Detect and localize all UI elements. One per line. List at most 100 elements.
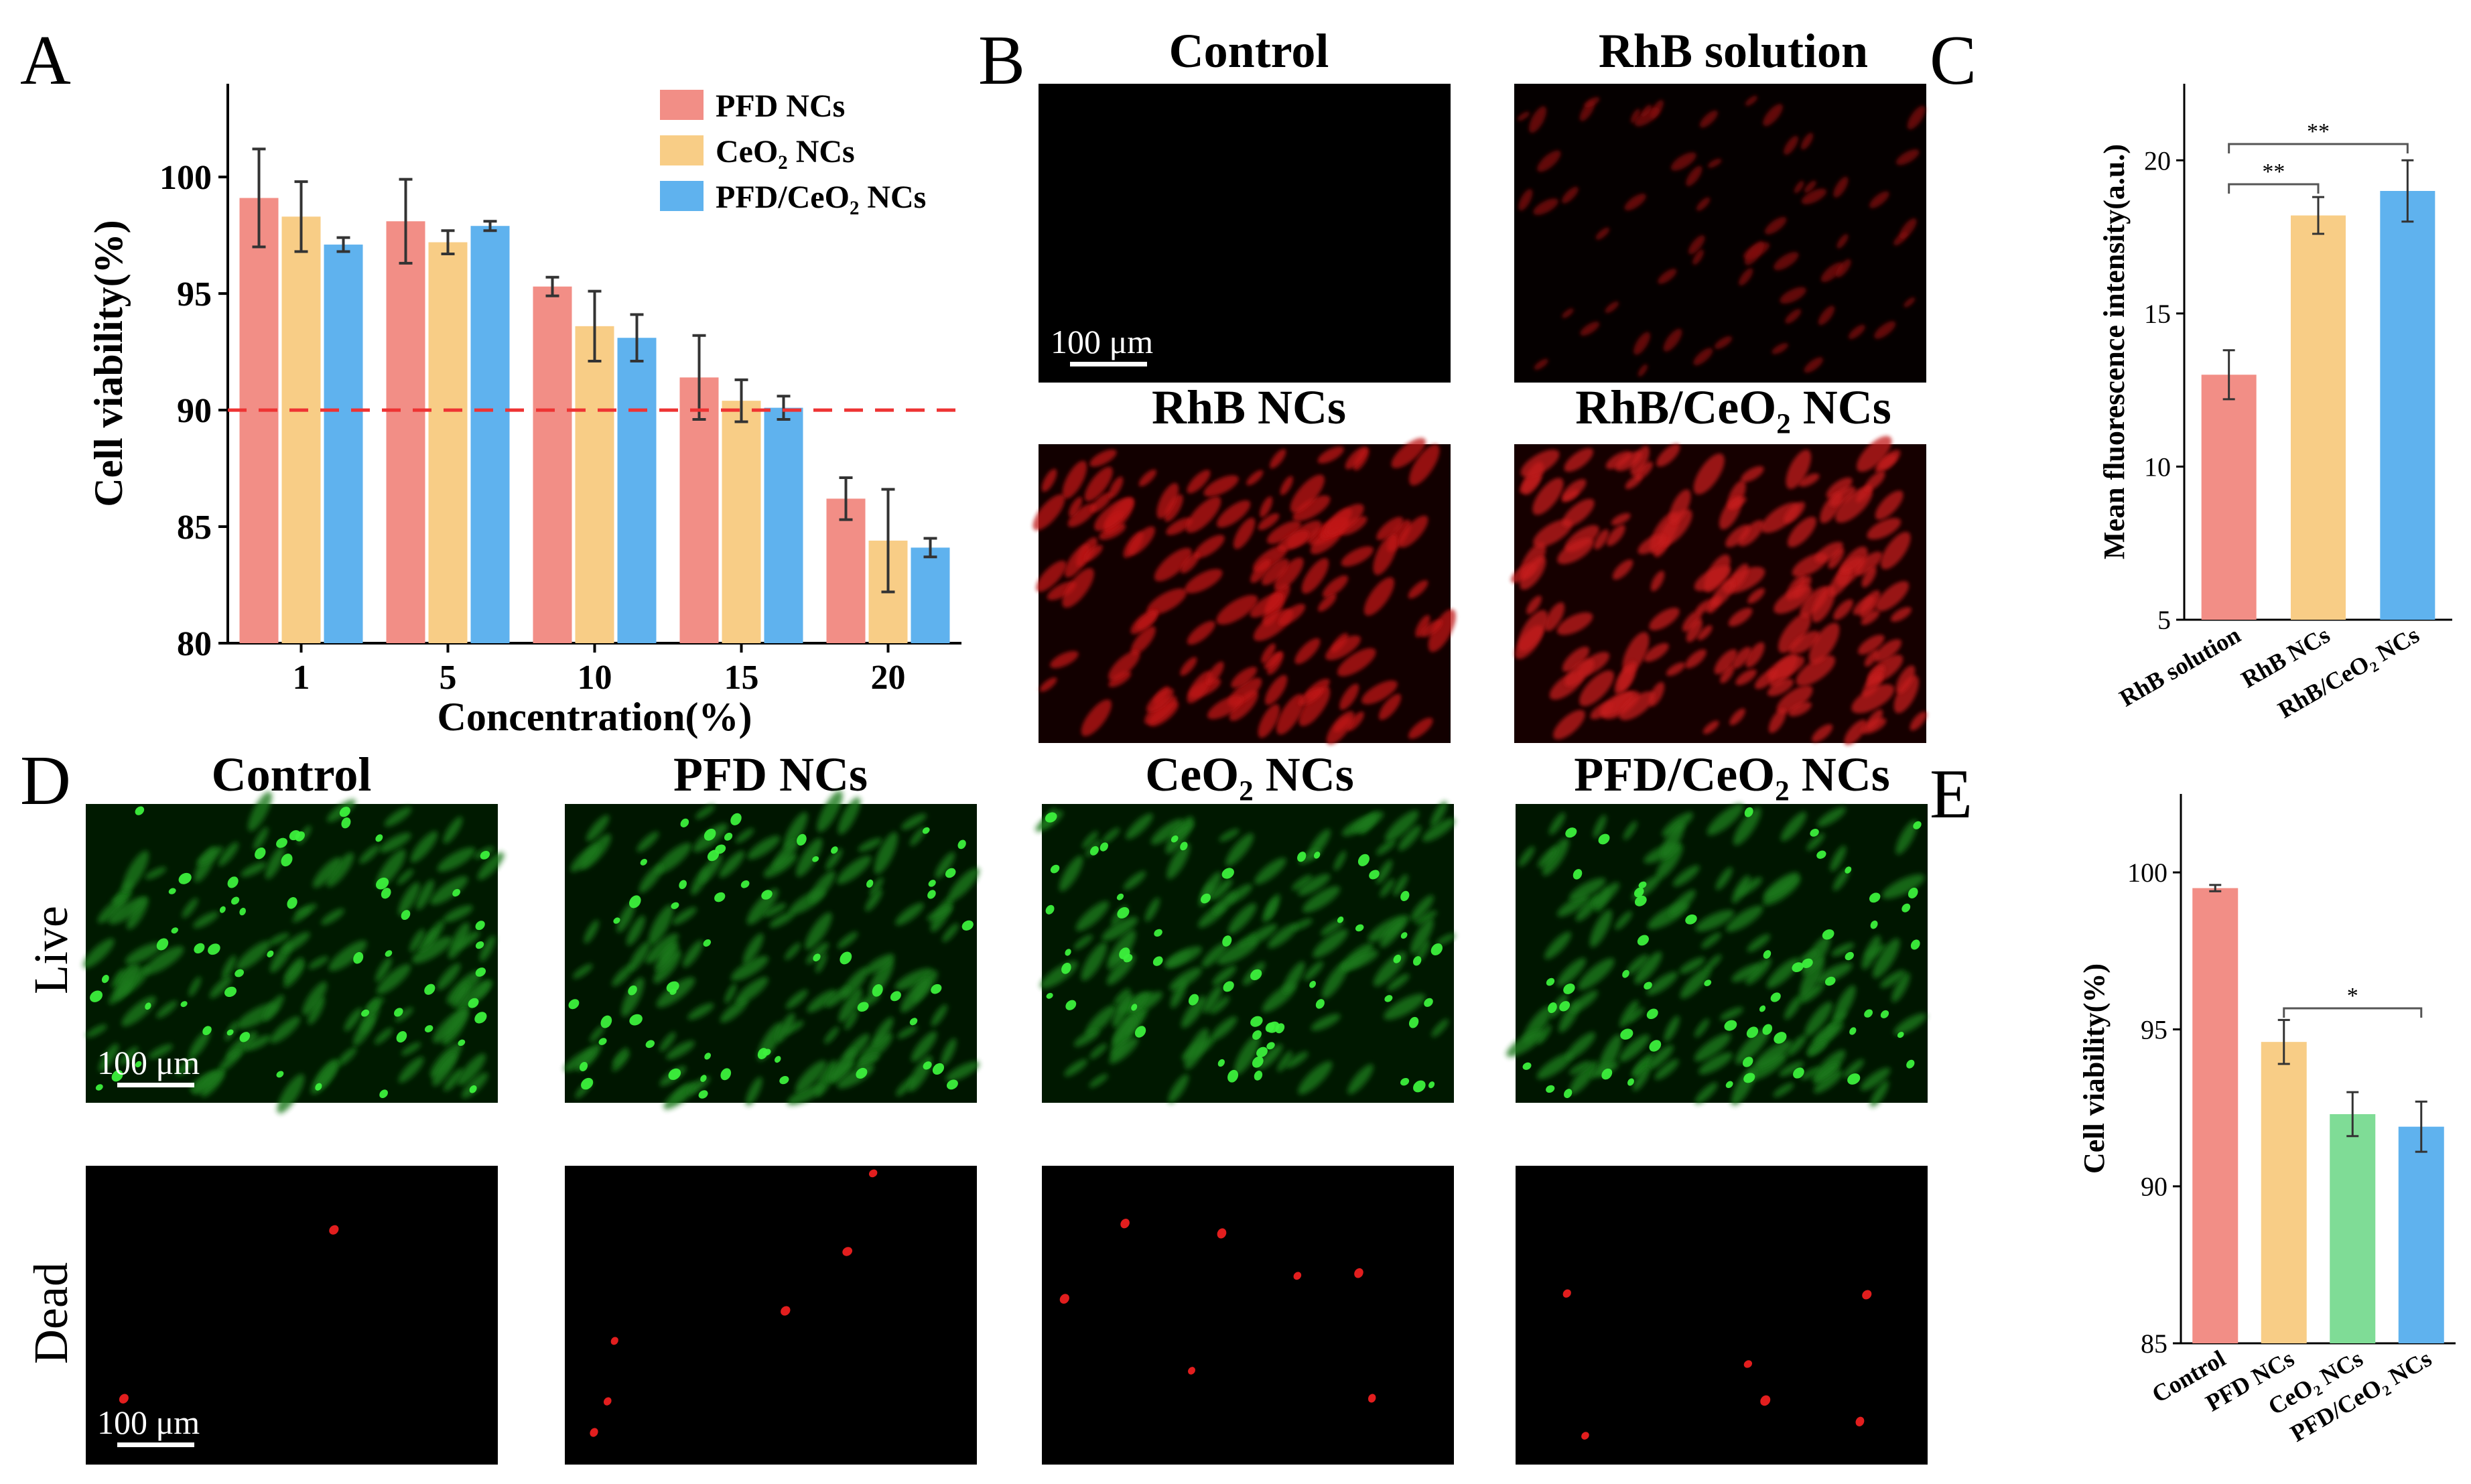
cell-b: [1861, 566, 1877, 588]
cell-b: [1808, 622, 1840, 664]
bar-e: [2398, 1126, 2444, 1343]
live-cell-nucleus: [1188, 994, 1199, 1006]
live-cell-body: [1506, 1030, 1545, 1057]
cell-b: [1339, 683, 1359, 710]
cell-b: [1089, 449, 1117, 467]
live-cell-nucleus: [111, 1070, 123, 1082]
live-cell-nucleus: [1822, 929, 1834, 940]
live-cell-body: [935, 852, 955, 879]
legend-label-a: PFD NCs: [716, 88, 845, 124]
live-cell-body: [418, 929, 438, 952]
live-cell-nucleus: [1564, 1089, 1573, 1098]
live-cell-body: [1376, 839, 1396, 856]
live-cell-nucleus: [1369, 870, 1380, 880]
live-cell-nucleus: [932, 1063, 945, 1075]
cell-b: [1692, 249, 1704, 265]
cell-b: [1907, 105, 1926, 130]
image-d-dead-control: [86, 1166, 498, 1465]
bar-a: [911, 547, 950, 643]
live-cell-body: [742, 933, 764, 964]
live-cell-body: [655, 943, 679, 971]
cell-b: [1763, 104, 1783, 127]
live-cell-nucleus: [1546, 1085, 1555, 1093]
live-cell-body: [1298, 1061, 1333, 1095]
live-cell-nucleus: [235, 969, 244, 977]
cell-b: [1800, 133, 1814, 150]
live-cell-body: [1393, 874, 1408, 896]
live-cell-nucleus: [715, 844, 726, 854]
cell-b: [1301, 558, 1329, 594]
live-cell-nucleus: [922, 827, 930, 834]
cell-b: [1769, 653, 1798, 687]
live-cell-body: [1800, 1067, 1821, 1080]
cell-b: [1811, 586, 1836, 623]
cell-b: [1207, 695, 1244, 720]
dead-cell: [1059, 1294, 1069, 1304]
live-cell-body: [1110, 1016, 1136, 1059]
cell-b: [1853, 596, 1875, 615]
cell-b: [1855, 551, 1883, 576]
bar-a: [617, 338, 657, 643]
cell-b: [1804, 180, 1816, 193]
cell-b: [1714, 336, 1733, 349]
live-cell-body: [265, 846, 285, 880]
dead-cell: [610, 1337, 618, 1345]
live-cell-nucleus: [1045, 812, 1057, 823]
live-cell-nucleus: [1134, 1026, 1146, 1038]
cell-b: [1136, 611, 1158, 630]
live-cell-body: [1542, 838, 1569, 876]
live-cell-nucleus: [1725, 1081, 1733, 1089]
live-cell-nucleus: [872, 984, 883, 997]
dead-cells: [119, 1169, 1872, 1440]
live-cell-body: [398, 1057, 424, 1083]
live-cell-nucleus: [480, 850, 490, 860]
x-tick-label-c: RhB solution: [2115, 621, 2245, 712]
live-cell-body: [97, 896, 127, 923]
live-cell-body: [1075, 900, 1110, 931]
cell-b: [1686, 165, 1702, 186]
cell-b: [1880, 531, 1911, 569]
row-label-dead: Dead: [24, 1262, 78, 1364]
cell-b: [1262, 558, 1289, 586]
panel-d: Control PFD NCs CeO₂ NCs PFD/CeO₂ NCs Li…: [24, 748, 1928, 1465]
live-cell-nucleus: [1250, 1016, 1263, 1027]
live-cell-body: [1282, 961, 1305, 994]
live-cell-nucleus: [452, 888, 460, 897]
live-cell-nucleus: [928, 880, 936, 887]
cell-b: [1828, 547, 1845, 569]
live-cell-nucleus: [581, 1077, 594, 1090]
cell-b: [1784, 135, 1798, 155]
cells-b-rhb-ncs: [1032, 437, 1456, 745]
live-cell-nucleus: [202, 1026, 212, 1036]
live-cell-body: [218, 841, 239, 866]
live-cell-nucleus: [224, 986, 237, 998]
cell-b: [1594, 529, 1609, 550]
cell-b: [1069, 496, 1083, 517]
live-cell-body: [626, 915, 645, 946]
live-cell-nucleus: [600, 1015, 612, 1028]
cell-b: [1564, 448, 1594, 472]
live-cell-body: [1219, 829, 1240, 842]
panel-letter-e: E: [1930, 754, 1973, 833]
live-cell-body: [193, 911, 219, 929]
live-cell-nucleus: [704, 1053, 712, 1060]
live-cell-nucleus: [1309, 980, 1317, 988]
live-cell-nucleus: [168, 888, 176, 894]
live-cell-nucleus: [381, 888, 391, 899]
live-cell-body: [1832, 868, 1850, 891]
cell-b: [1595, 227, 1610, 240]
live-cell-nucleus: [704, 828, 716, 841]
bar-a: [386, 221, 425, 643]
cell-b: [1711, 579, 1735, 607]
bar-a: [324, 245, 363, 643]
live-cell-body: [931, 1004, 947, 1027]
live-cell-body: [1384, 994, 1426, 1020]
live-cell-nucleus: [1546, 977, 1555, 986]
cell-b: [1154, 547, 1192, 582]
image-b-rhb-solution: [1514, 84, 1926, 383]
live-cell-body: [411, 936, 452, 963]
live-cell-body: [1201, 942, 1228, 967]
live-cell-nucleus: [700, 1075, 707, 1082]
live-cell-body: [1181, 996, 1206, 1028]
bar-a: [575, 326, 614, 643]
